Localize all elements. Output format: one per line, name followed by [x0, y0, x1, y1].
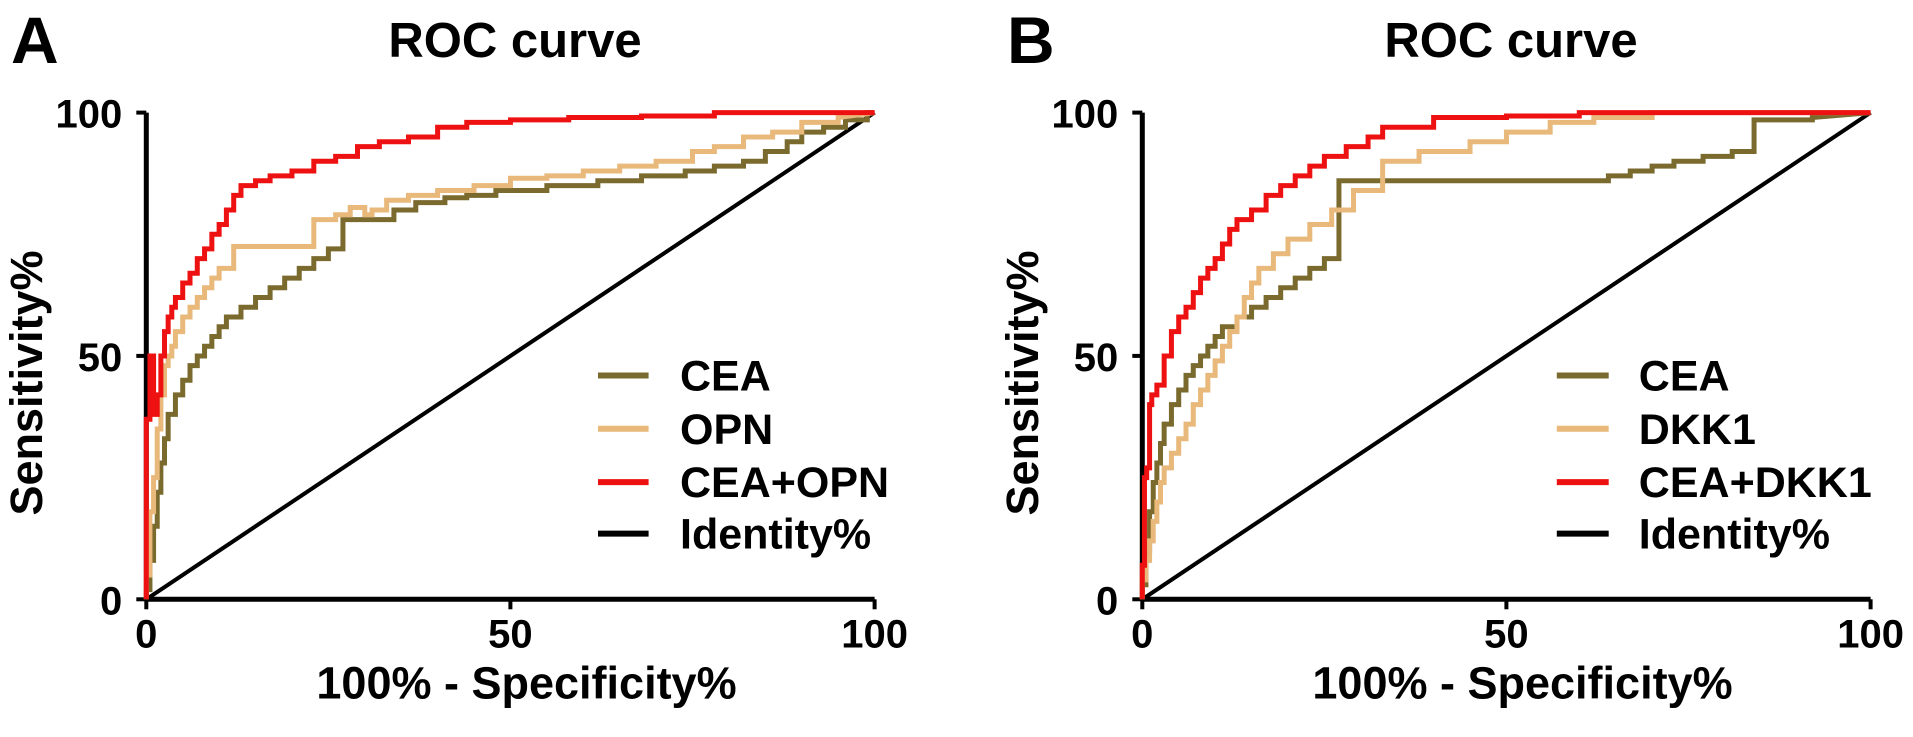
svg-text:Sensitivity%: Sensitivity%: [997, 250, 1048, 515]
svg-text:100: 100: [841, 612, 908, 656]
svg-text:OPN: OPN: [680, 406, 773, 454]
svg-text:DKK1: DKK1: [1639, 406, 1756, 454]
svg-text:0: 0: [135, 612, 157, 656]
svg-text:CEA+DKK1: CEA+DKK1: [1639, 459, 1872, 507]
svg-text:ROC curve: ROC curve: [1384, 14, 1637, 68]
svg-text:0: 0: [1096, 579, 1118, 623]
svg-text:100% - Specificity%: 100% - Specificity%: [316, 657, 736, 708]
svg-text:CEA: CEA: [1639, 353, 1730, 401]
svg-text:100: 100: [56, 93, 123, 137]
svg-text:B: B: [1007, 3, 1055, 77]
svg-text:Identity%: Identity%: [680, 511, 871, 559]
svg-text:0: 0: [1131, 612, 1153, 656]
svg-text:50: 50: [78, 336, 123, 380]
svg-text:50: 50: [488, 612, 533, 656]
svg-text:100: 100: [1051, 93, 1118, 137]
svg-text:0: 0: [100, 579, 122, 623]
svg-text:CEA: CEA: [680, 353, 771, 401]
svg-text:Sensitivity%: Sensitivity%: [1, 250, 52, 515]
svg-text:ROC curve: ROC curve: [388, 14, 641, 68]
svg-text:100: 100: [1837, 612, 1904, 656]
svg-text:50: 50: [1074, 336, 1119, 380]
svg-text:50: 50: [1484, 612, 1529, 656]
svg-text:100% - Specificity%: 100% - Specificity%: [1312, 657, 1732, 708]
svg-text:A: A: [11, 3, 59, 77]
svg-text:Identity%: Identity%: [1639, 511, 1830, 559]
svg-text:CEA+OPN: CEA+OPN: [680, 459, 889, 507]
